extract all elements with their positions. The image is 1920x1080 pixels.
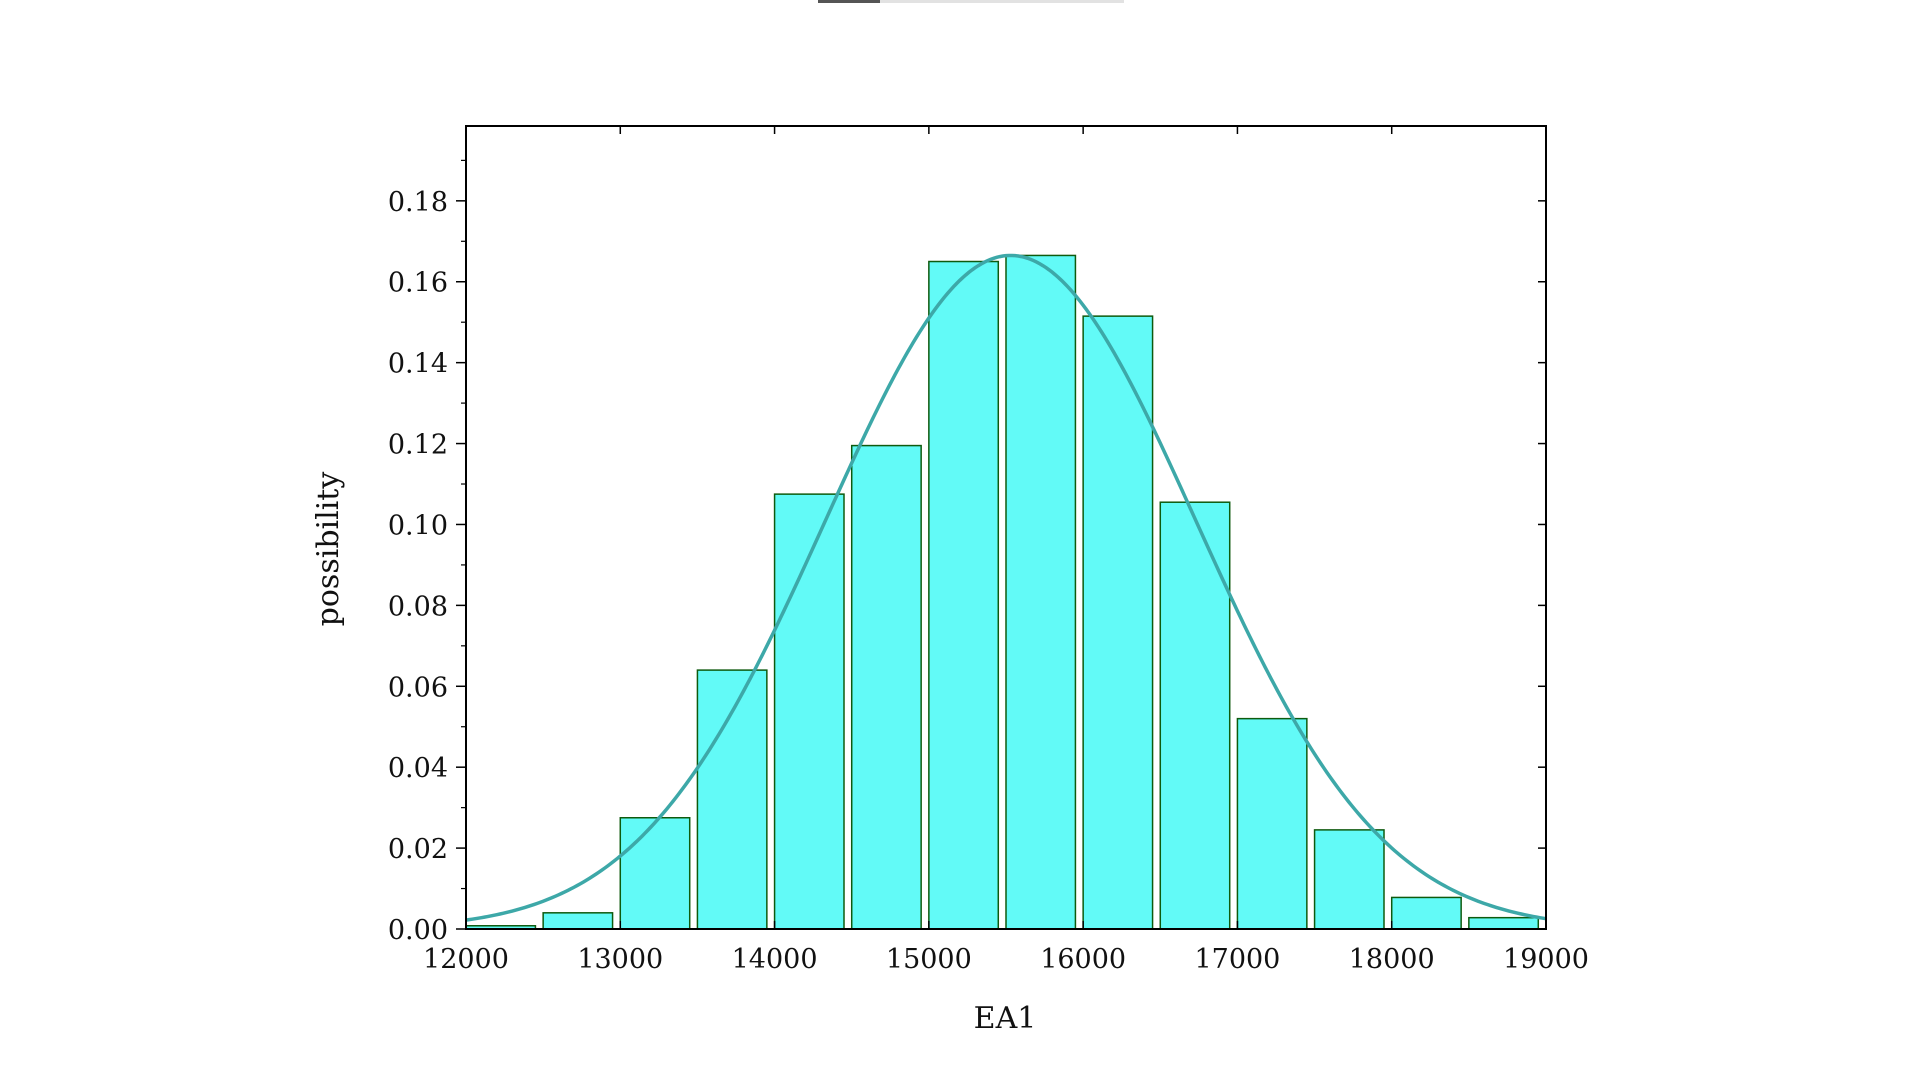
x-tick-label: 12000 (423, 944, 509, 975)
histogram-bar (1159, 501, 1231, 930)
histogram-bar (1236, 717, 1308, 930)
histogram-bar (850, 444, 922, 930)
top-strip-marker (818, 0, 880, 3)
histogram-bar (619, 817, 691, 930)
bars-group (465, 254, 1540, 930)
histogram-bar (1468, 916, 1540, 930)
histogram-bar (928, 260, 1000, 930)
y-tick-label: 0.18 (388, 187, 448, 218)
y-tick-label: 0.16 (388, 268, 448, 299)
histogram-bar (1313, 829, 1385, 930)
y-tick-label: 0.08 (388, 591, 448, 622)
histogram-bar (1082, 315, 1154, 930)
x-tick-label: 13000 (577, 944, 663, 975)
top-strip (818, 0, 1124, 3)
histogram-bar (773, 493, 845, 930)
histogram-bar (1005, 254, 1077, 930)
histogram-bar (542, 912, 614, 930)
x-tick-label: 14000 (732, 944, 818, 975)
x-tick-label: 19000 (1503, 944, 1589, 975)
x-axis: 12000 13000 14000 15000 16000 17000 18000 19000 (423, 126, 1589, 975)
x-tick-label: 18000 (1349, 944, 1435, 975)
x-tick-label: 17000 (1194, 944, 1280, 975)
y-tick-label: 0.12 (388, 430, 448, 461)
y-tick-label: 0.02 (388, 834, 448, 865)
y-axis-label: possibility (311, 472, 346, 627)
x-tick-label: 16000 (1040, 944, 1126, 975)
y-tick-label: 0.00 (388, 915, 448, 946)
y-tick-label: 0.04 (388, 753, 448, 784)
y-tick-label: 0.06 (388, 672, 448, 703)
histogram-bar (1390, 896, 1462, 930)
fit-curve (465, 253, 1547, 922)
y-axis: 0.00 0.02 0.04 0.06 0.08 0.10 0.12 0.14 0.16 0.18 (388, 159, 1546, 946)
y-tick-label: 0.14 (388, 349, 448, 380)
y-tick-label: 0.10 (388, 510, 448, 541)
x-tick-label: 15000 (886, 944, 972, 975)
x-axis-label: EA1 (974, 1001, 1037, 1036)
plot-frame (465, 125, 1547, 930)
